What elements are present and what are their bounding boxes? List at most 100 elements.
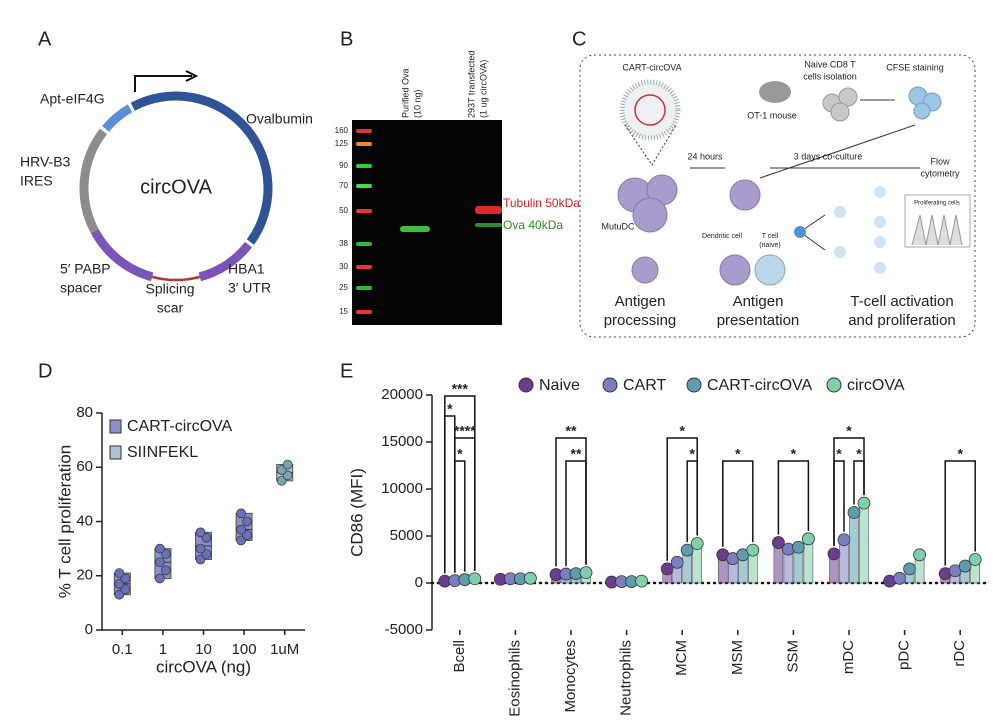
point bbox=[155, 557, 165, 568]
schematic-frame bbox=[579, 54, 976, 338]
label: 24 hours bbox=[687, 151, 723, 161]
arrow-head bbox=[185, 70, 199, 82]
significance-label: * bbox=[689, 446, 695, 462]
plasmid-segment bbox=[130, 91, 273, 245]
point bbox=[837, 533, 851, 547]
label: HBA1 bbox=[228, 261, 265, 277]
significance-bracket bbox=[565, 460, 587, 567]
significance-bracket bbox=[454, 460, 466, 573]
panel-letter: B bbox=[340, 28, 353, 50]
ladder-label: 15 bbox=[339, 307, 348, 316]
bar bbox=[849, 512, 859, 584]
blot bbox=[352, 120, 502, 325]
ladder-band bbox=[356, 129, 372, 133]
label: CART-circOVA bbox=[622, 62, 681, 72]
step-label: and proliferation bbox=[848, 312, 956, 329]
plasmid-segment bbox=[90, 228, 154, 282]
significance-label: * bbox=[856, 446, 862, 462]
x-axis-label: circOVA (ng) bbox=[156, 657, 251, 676]
label: 3′ UTR bbox=[228, 280, 271, 296]
point bbox=[242, 516, 252, 527]
nanoparticle bbox=[619, 79, 681, 141]
x-tick-label: 0.1 bbox=[112, 641, 133, 658]
point bbox=[772, 536, 785, 549]
significance-label: * bbox=[957, 446, 963, 462]
label: OT-1 mouse bbox=[747, 110, 797, 120]
point bbox=[857, 496, 871, 510]
label: T cell bbox=[762, 233, 779, 240]
point bbox=[161, 565, 171, 576]
x-tick-label: 1uM bbox=[270, 641, 299, 658]
point bbox=[114, 579, 125, 589]
point bbox=[161, 549, 171, 559]
dendritic-cells bbox=[617, 174, 761, 286]
ladder-label: 90 bbox=[339, 161, 348, 170]
point bbox=[120, 584, 131, 595]
y-axis-label: % T cell proliferation bbox=[55, 445, 74, 598]
ladder-label: 70 bbox=[339, 181, 348, 190]
arrows bbox=[690, 99, 920, 251]
plasmid-map bbox=[79, 91, 273, 282]
mouse bbox=[759, 81, 791, 103]
significance-bracket bbox=[686, 460, 698, 543]
zoom-lines bbox=[624, 124, 677, 166]
point bbox=[195, 527, 206, 538]
point bbox=[201, 549, 212, 559]
bar bbox=[839, 539, 849, 584]
significance-bracket bbox=[853, 460, 865, 505]
legend-label: circOVA bbox=[847, 377, 905, 394]
point bbox=[276, 465, 287, 475]
y-axis-label: CD86 (MFI) bbox=[347, 468, 366, 557]
label: spacer bbox=[60, 280, 102, 296]
x-tick-label: 1 bbox=[159, 641, 167, 658]
point bbox=[282, 459, 293, 470]
label: (naive) bbox=[759, 242, 780, 249]
bar bbox=[803, 538, 814, 584]
band-label: Ova 40kDa bbox=[503, 218, 563, 232]
tubulin-band bbox=[475, 206, 502, 214]
legend-label: CART-circOVA bbox=[707, 377, 813, 394]
significance-label: * bbox=[791, 446, 797, 462]
panel-letter: D bbox=[38, 360, 52, 382]
point bbox=[114, 568, 125, 578]
x-tick-label: MSM bbox=[729, 640, 746, 675]
x-tick-label: Monocytes bbox=[562, 640, 579, 713]
legend-marker bbox=[686, 377, 702, 393]
point bbox=[201, 532, 212, 543]
significance-label: * bbox=[447, 401, 453, 417]
plasmid-segment bbox=[151, 275, 201, 282]
label: scar bbox=[157, 300, 184, 316]
significance-label: * bbox=[735, 446, 741, 462]
legend-label: CART-circOVA bbox=[127, 418, 233, 435]
point bbox=[195, 554, 206, 565]
plasmid-name: circOVA bbox=[140, 176, 213, 198]
y-tick-label: 40 bbox=[76, 512, 93, 529]
point bbox=[114, 589, 125, 600]
significance-bracket bbox=[777, 460, 810, 535]
point bbox=[195, 543, 206, 554]
point bbox=[236, 508, 246, 519]
point bbox=[236, 535, 246, 546]
x-tick-label: mDC bbox=[840, 640, 857, 674]
t-cell bbox=[754, 254, 786, 286]
ladder-band bbox=[356, 184, 372, 188]
ladder-label: 25 bbox=[339, 283, 348, 292]
ladder-band bbox=[356, 142, 372, 146]
ladder-band bbox=[356, 310, 372, 314]
ladder-band bbox=[356, 164, 372, 168]
significance-label: ** bbox=[566, 423, 577, 439]
point bbox=[802, 532, 815, 546]
y-tick-label: 20000 bbox=[381, 386, 423, 403]
point bbox=[120, 573, 131, 584]
point bbox=[670, 555, 684, 569]
ova-band bbox=[400, 226, 430, 232]
point bbox=[579, 566, 593, 580]
label: cytometry bbox=[920, 168, 960, 178]
x-tick-label: pDC bbox=[896, 640, 913, 670]
label: IRES bbox=[20, 173, 53, 189]
point bbox=[893, 571, 906, 585]
histogram bbox=[911, 214, 963, 246]
label: Proliferating cells bbox=[914, 201, 960, 207]
step-label: Antigen bbox=[615, 293, 666, 310]
